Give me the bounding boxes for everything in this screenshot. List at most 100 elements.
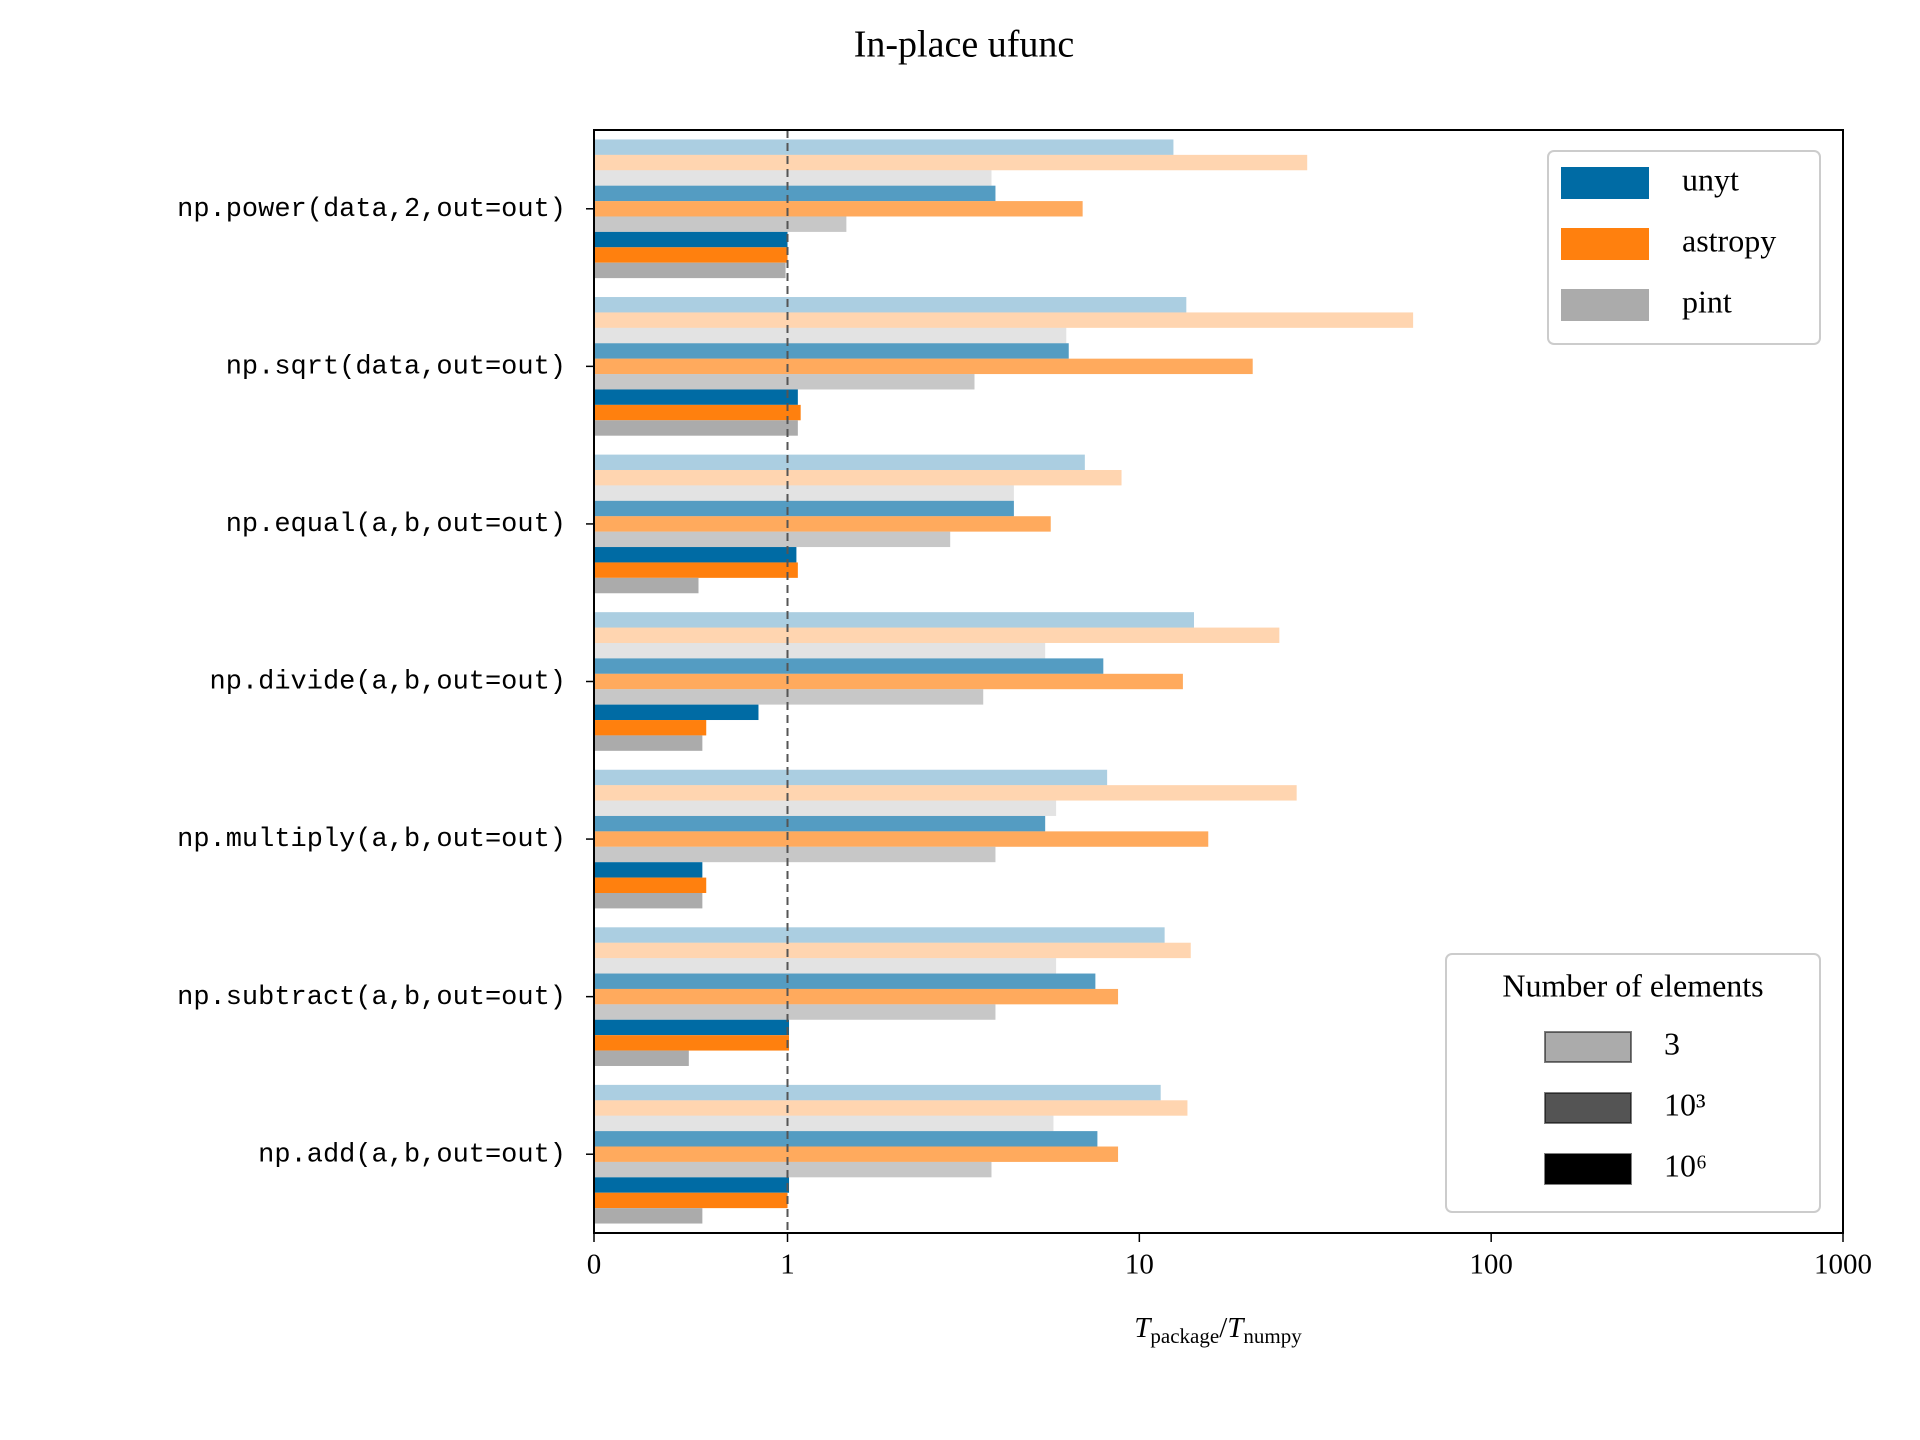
x-tick-label: 0 [587,1249,602,1281]
y-tick-label: np.equal(a,b,out=out) [226,510,566,540]
x-label-part: numpy [1243,1324,1302,1348]
bar [594,562,798,578]
legend-swatch [1561,289,1649,321]
bar [594,1131,1098,1147]
legend-label: 10³ [1664,1086,1706,1122]
y-tick-label: np.power(data,2,out=out) [177,195,566,225]
bar [594,612,1194,628]
x-label-part: T [1227,1312,1245,1344]
chart-title: In-place ufunc [854,24,1075,66]
bar [594,500,1014,517]
bar [594,170,992,186]
legend-label: astropy [1682,222,1776,258]
bar [594,297,1187,313]
y-tick-label: np.sqrt(data,out=out) [226,352,566,382]
bar [594,800,1057,816]
bar [594,1177,790,1193]
bar [594,1208,703,1224]
bar [594,312,1414,328]
bar [594,704,759,721]
y-tick-label: np.subtract(a,b,out=out) [177,983,566,1013]
bar [594,577,699,594]
legend-swatch [1561,228,1649,260]
y-tick-label: np.divide(a,b,out=out) [210,668,566,698]
bar [594,185,996,202]
bar [594,485,1014,501]
bar [594,892,703,909]
bar [594,1161,992,1178]
legend-swatch [1544,1092,1632,1124]
bar [594,201,1083,217]
bar [594,831,1209,847]
bar [594,139,1174,155]
bar [594,454,1085,471]
bar [594,785,1297,801]
legend-title: Number of elements [1502,967,1763,1003]
legend-swatch [1544,1031,1632,1063]
bar [594,389,798,405]
bar [594,877,707,893]
legend-swatch [1561,167,1649,199]
bar [594,642,1046,659]
bar [594,1084,1161,1101]
bar [594,1050,689,1066]
bar [594,358,1253,375]
bar [594,547,797,563]
y-tick-label: np.multiply(a,b,out=out) [177,825,566,855]
x-axis-label: Tpackage/Tnumpy [1134,1312,1302,1348]
legend: unyt astropy pint [1547,150,1821,345]
bar [594,927,1165,943]
bar [594,470,1122,486]
bar [594,769,1108,786]
x-label-part: / [1219,1312,1228,1344]
x-tick-label: 100 [1469,1249,1513,1281]
bar [594,942,1191,959]
bar [594,720,707,736]
bar [594,404,801,421]
bar [594,231,788,248]
x-tick-label: 10 [1125,1249,1154,1281]
bar [594,673,1183,690]
bar [594,689,984,705]
legend-label: pint [1682,283,1732,319]
bar [594,154,1308,171]
bar [594,1146,1119,1162]
bar [594,343,1069,359]
bar [594,627,1280,643]
bar [594,958,1057,974]
bar [594,973,1096,989]
bar [594,247,788,263]
bar [594,1192,788,1209]
bar [594,735,703,751]
bar [594,1115,1054,1132]
bar [594,1019,790,1036]
bar [594,988,1119,1005]
bar [594,516,1051,532]
bar [594,420,798,436]
bar [594,1100,1188,1116]
bar [594,262,786,279]
size-legend: Number of elements 3 10³ 10⁶ [1445,953,1821,1213]
plot-frame [593,129,1844,1234]
x-label-part: T [1134,1312,1152,1344]
bar [594,374,975,390]
bar [594,531,951,548]
x-tick-label: 1 [780,1249,795,1281]
bar [594,815,1046,832]
legend-label: 10⁶ [1664,1147,1707,1183]
bar [594,216,847,232]
legend-label: 3 [1664,1025,1680,1061]
bar [594,1035,790,1051]
bar [594,658,1104,674]
x-label-part: package [1150,1324,1219,1348]
legend-label: unyt [1682,161,1739,197]
y-tick-label: np.add(a,b,out=out) [258,1140,566,1170]
x-tick-label: 1000 [1814,1249,1872,1281]
bar [594,862,703,878]
bar [594,846,996,863]
bar [594,1004,996,1020]
bar [594,327,1067,344]
legend-swatch [1544,1153,1632,1185]
legend-box [1445,953,1821,1213]
